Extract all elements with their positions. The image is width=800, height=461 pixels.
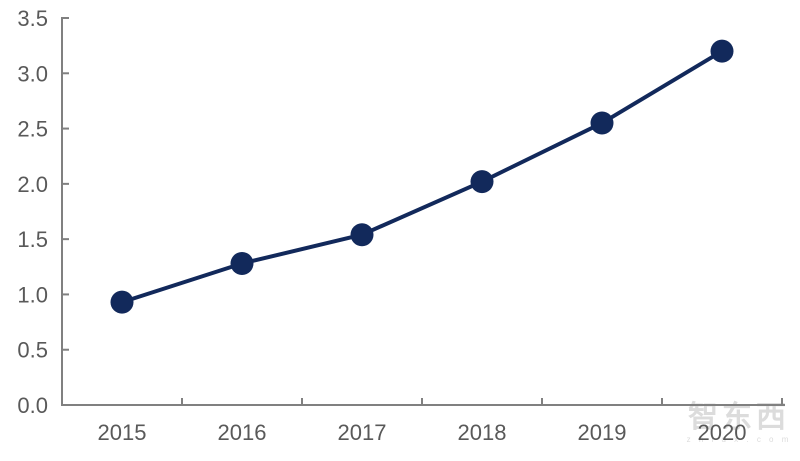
data-point-2016 xyxy=(230,251,254,275)
data-point-2015 xyxy=(110,290,134,314)
y-tick-label: 1.5 xyxy=(17,227,48,252)
x-tick-label: 2016 xyxy=(218,420,267,445)
data-point-2017 xyxy=(350,223,374,247)
y-tick-label: 2.5 xyxy=(17,117,48,142)
x-tick-label: 2015 xyxy=(98,420,147,445)
y-tick-label: 0.0 xyxy=(17,393,48,418)
data-point-2018 xyxy=(470,170,494,194)
data-point-2020 xyxy=(710,39,734,63)
y-tick-label: 3.5 xyxy=(17,6,48,31)
x-tick-label: 2017 xyxy=(338,420,387,445)
y-tick-label: 1.0 xyxy=(17,282,48,307)
x-tick-label: 2019 xyxy=(578,420,627,445)
x-tick-label: 2020 xyxy=(698,420,747,445)
y-tick-label: 2.0 xyxy=(17,172,48,197)
x-tick-label: 2018 xyxy=(458,420,507,445)
y-tick-label: 0.5 xyxy=(17,338,48,363)
data-point-2019 xyxy=(590,111,614,135)
y-tick-label: 3.0 xyxy=(17,61,48,86)
data-series-line xyxy=(120,49,724,305)
